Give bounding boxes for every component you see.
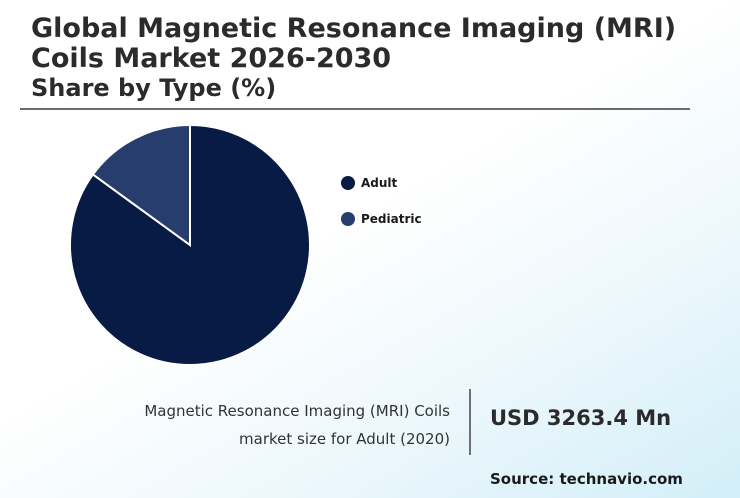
legend-item-adult: Adult xyxy=(341,174,422,192)
legend-item-pediatric: Pediatric xyxy=(341,210,422,228)
pie-slice-pediatric xyxy=(91,123,191,247)
legend-swatch-pediatric xyxy=(341,212,355,226)
caption-divider xyxy=(469,389,471,455)
legend-swatch-adult xyxy=(341,176,355,190)
caption-line-1: Magnetic Resonance Imaging (MRI) Coils xyxy=(144,402,450,420)
chart-title: Global Magnetic Resonance Imaging (MRI) … xyxy=(31,13,677,74)
chart-subtitle: Share by Type (%) xyxy=(31,74,277,102)
market-size-caption: Magnetic Resonance Imaging (MRI) Coils m… xyxy=(100,397,450,453)
source-credit: Source: technavio.com xyxy=(490,470,683,488)
pie-chart xyxy=(69,123,311,366)
chart-legend: Adult Pediatric xyxy=(341,174,422,246)
legend-label-adult: Adult xyxy=(361,176,398,190)
market-size-value: USD 3263.4 Mn xyxy=(490,406,672,430)
title-divider xyxy=(20,108,690,110)
caption-line-2: market size for Adult (2020) xyxy=(239,430,450,448)
legend-label-pediatric: Pediatric xyxy=(361,212,422,226)
